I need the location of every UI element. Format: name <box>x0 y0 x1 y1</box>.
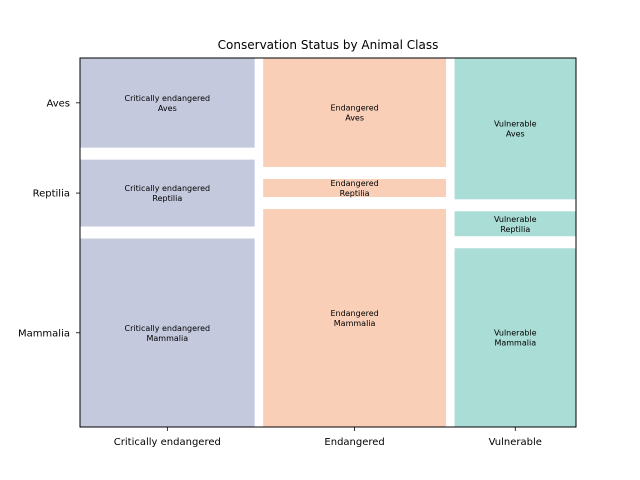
x-tick-label-critically-endangered: Critically endangered <box>114 437 221 448</box>
cell-label-critically-endangered-reptilia: Critically endangered Reptilia <box>125 184 211 203</box>
mosaic-cell-critically-endangered-mammalia <box>80 238 255 427</box>
mosaic-cell-vulnerable-reptilia <box>454 211 576 237</box>
cell-label-endangered-reptilia: Endangered Reptilia <box>330 179 378 198</box>
cell-label-endangered-aves: Endangered Aves <box>330 104 378 123</box>
x-tick-label-vulnerable: Vulnerable <box>489 437 542 448</box>
cell-label-endangered-mammalia: Endangered Mammalia <box>330 309 378 328</box>
plot-frame <box>79 57 577 428</box>
cell-label-critically-endangered-mammalia: Critically endangered Mammalia <box>125 324 211 343</box>
mosaic-cell-vulnerable-aves <box>454 58 576 200</box>
mosaic-cell-endangered-mammalia <box>263 208 447 427</box>
mosaic-cells: Critically endangered Aves Critically enda… <box>80 58 576 427</box>
y-tick-label-mammalia: Mammalia <box>18 328 70 339</box>
y-tick-label-aves: Aves <box>46 98 70 109</box>
y-tick-label-reptilia: Reptilia <box>33 189 70 200</box>
chart-title: Conservation Status by Animal Class <box>218 38 439 52</box>
mosaic-cell-vulnerable-mammalia <box>454 248 576 427</box>
mosaic-cell-critically-endangered-aves <box>80 58 255 148</box>
mosaic-cell-critically-endangered-reptilia <box>80 159 255 227</box>
cell-label-critically-endangered-aves: Critically endangered Aves <box>125 94 211 113</box>
x-tick-label-endangered: Endangered <box>324 437 384 448</box>
cell-label-vulnerable-mammalia: Vulnerable Mammalia <box>494 329 537 348</box>
cell-label-vulnerable-aves: Vulnerable Aves <box>494 120 537 139</box>
cell-label-vulnerable-reptilia: Vulnerable Reptilia <box>494 215 537 234</box>
x-axis-ticks: Critically endangered Endangered Vulnerabl… <box>114 427 542 448</box>
mosaic-cell-endangered-reptilia <box>263 179 447 197</box>
mosaic-cell-endangered-aves <box>263 58 447 168</box>
y-axis-ticks: Aves Reptilia Mammalia <box>18 98 80 339</box>
